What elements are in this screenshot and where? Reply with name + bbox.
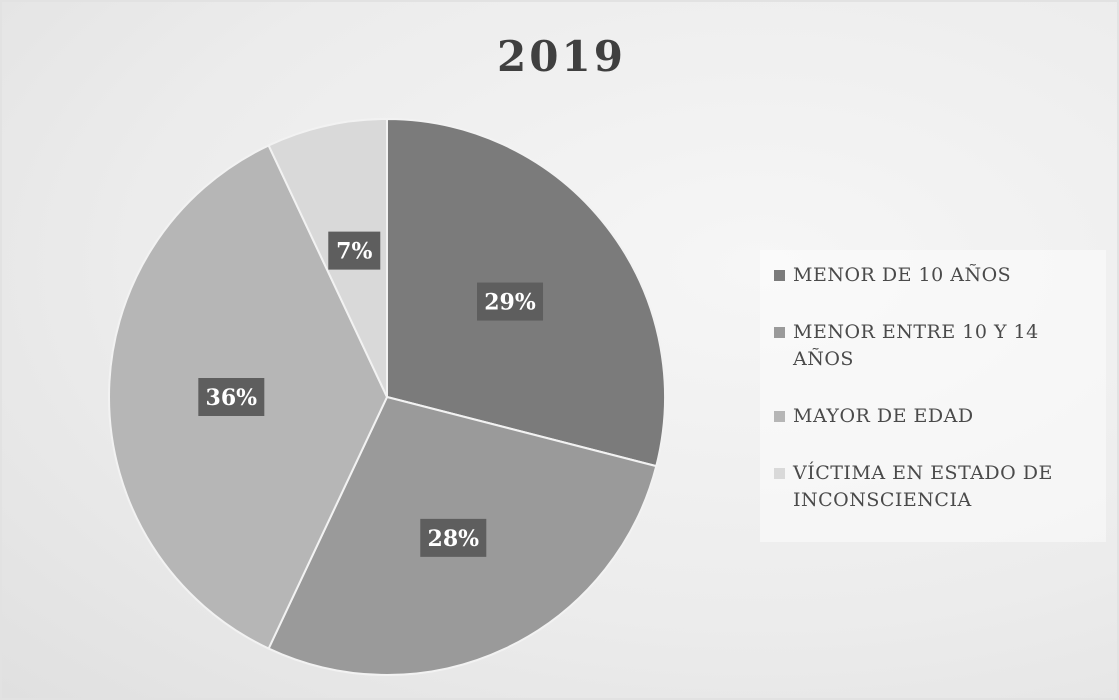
data-label-text: 7% [336,239,372,265]
legend-swatch [774,411,785,422]
data-label-box [477,282,544,321]
legend-item-menor-de-10: MENOR DE 10 AÑOS [774,262,1100,289]
data-label-box [328,231,381,270]
data-label-text: 28% [428,526,480,552]
legend-swatch [774,468,785,479]
data-label-text: 36% [206,385,258,411]
data-label-text: 29% [484,290,536,316]
data-label-box [420,518,487,557]
legend-label: VÍCTIMA EN ESTADO DE INCONSCIENCIA [793,462,1053,511]
chart-title: 2019 [497,32,626,81]
data-label-box [198,378,265,416]
legend-label: MENOR DE 10 AÑOS [793,264,1012,286]
legend-item-menor-entre-10-y-14: MENOR ENTRE 10 Y 14 AÑOS [774,319,1100,373]
legend-item-mayor-de-edad: MAYOR DE EDAD [774,403,1100,430]
data-label-menor-de-10-anos: 29% [477,282,544,321]
legend-item-victima-inconsciencia: VÍCTIMA EN ESTADO DE INCONSCIENCIA [774,460,1100,514]
data-label-menor-entre-10-y-14-anos: 28% [420,518,487,557]
legend-swatch [774,327,785,338]
legend: MENOR DE 10 AÑOS MENOR ENTRE 10 Y 14 AÑO… [760,250,1106,542]
legend-label: MENOR ENTRE 10 Y 14 AÑOS [793,321,1039,370]
legend-label: MAYOR DE EDAD [793,405,974,427]
pie-slice-victima-en-estado-de-inconsciencia [267,117,388,398]
data-label-mayor-de-edad: 36% [198,378,265,416]
data-label-victima-en-estado-de-inconsciencia: 7% [328,231,381,270]
legend-swatch [774,270,785,281]
